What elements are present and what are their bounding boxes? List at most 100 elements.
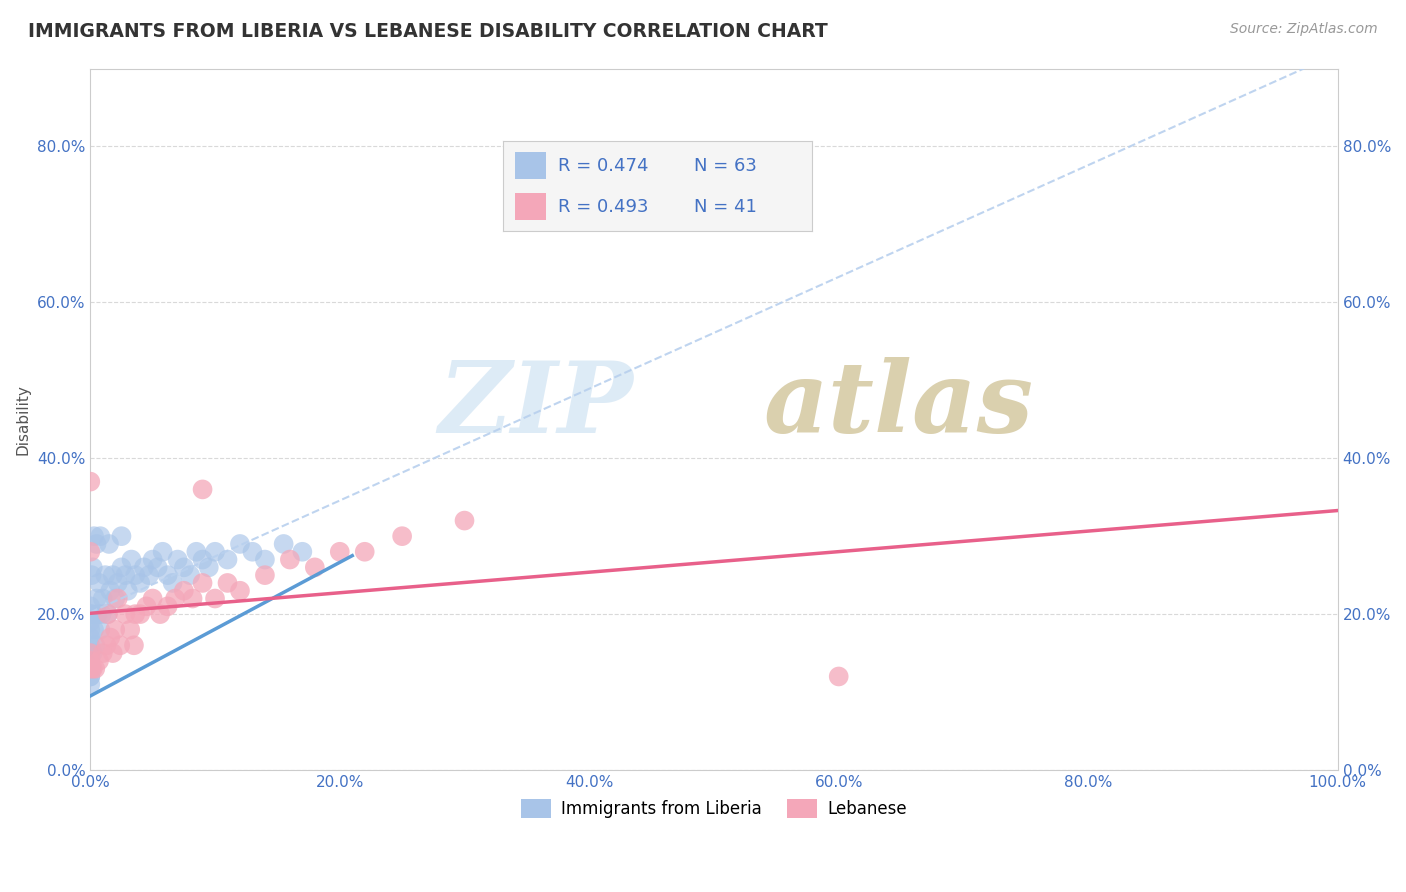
Point bbox=[98, 631, 121, 645]
Point bbox=[173, 583, 195, 598]
Text: ZIP: ZIP bbox=[437, 357, 633, 453]
FancyBboxPatch shape bbox=[515, 194, 546, 220]
Text: N = 63: N = 63 bbox=[695, 157, 758, 175]
Point bbox=[104, 623, 127, 637]
Point bbox=[79, 545, 101, 559]
Legend: Immigrants from Liberia, Lebanese: Immigrants from Liberia, Lebanese bbox=[515, 792, 914, 825]
Point bbox=[291, 545, 314, 559]
Text: Source: ZipAtlas.com: Source: ZipAtlas.com bbox=[1230, 22, 1378, 37]
Point bbox=[80, 607, 103, 621]
Point bbox=[273, 537, 295, 551]
Point bbox=[149, 607, 172, 621]
Point bbox=[179, 568, 201, 582]
Point bbox=[114, 568, 136, 582]
Point bbox=[107, 576, 129, 591]
Point bbox=[156, 599, 179, 614]
Point bbox=[110, 529, 132, 543]
Point bbox=[122, 638, 145, 652]
Point bbox=[101, 646, 124, 660]
Point bbox=[91, 646, 114, 660]
Point bbox=[229, 537, 252, 551]
Point bbox=[120, 623, 142, 637]
Point bbox=[253, 552, 276, 566]
Point bbox=[204, 591, 226, 606]
Point bbox=[82, 560, 104, 574]
Point bbox=[80, 662, 103, 676]
Point bbox=[94, 568, 117, 582]
Text: R = 0.493: R = 0.493 bbox=[558, 198, 648, 216]
Point bbox=[253, 568, 276, 582]
Point bbox=[79, 646, 101, 660]
Point bbox=[87, 607, 110, 621]
Point bbox=[129, 576, 152, 591]
Point bbox=[79, 669, 101, 683]
Point bbox=[329, 545, 352, 559]
Point bbox=[166, 552, 188, 566]
Text: IMMIGRANTS FROM LIBERIA VS LEBANESE DISABILITY CORRELATION CHART: IMMIGRANTS FROM LIBERIA VS LEBANESE DISA… bbox=[28, 22, 828, 41]
Point bbox=[107, 591, 129, 606]
Point bbox=[79, 662, 101, 676]
Point bbox=[79, 631, 101, 645]
Point bbox=[828, 669, 851, 683]
Point bbox=[191, 483, 214, 497]
Point bbox=[104, 591, 127, 606]
Text: R = 0.474: R = 0.474 bbox=[558, 157, 648, 175]
Point bbox=[162, 576, 184, 591]
Point bbox=[97, 607, 120, 621]
Point bbox=[278, 552, 301, 566]
Point bbox=[90, 607, 112, 621]
Point bbox=[79, 654, 101, 668]
Point bbox=[142, 552, 165, 566]
FancyBboxPatch shape bbox=[515, 153, 546, 179]
Point bbox=[91, 591, 114, 606]
Point bbox=[138, 568, 160, 582]
Point bbox=[156, 568, 179, 582]
Point bbox=[80, 568, 103, 582]
Point bbox=[87, 576, 110, 591]
Text: atlas: atlas bbox=[763, 357, 1033, 453]
Point bbox=[453, 514, 475, 528]
Point bbox=[129, 607, 152, 621]
Point bbox=[96, 638, 118, 652]
Point bbox=[191, 552, 214, 566]
Point bbox=[204, 545, 226, 559]
Point bbox=[86, 591, 108, 606]
Point bbox=[124, 607, 146, 621]
Point bbox=[79, 599, 101, 614]
Point bbox=[165, 591, 187, 606]
Point bbox=[84, 662, 107, 676]
Point bbox=[79, 607, 101, 621]
Point bbox=[191, 576, 214, 591]
Point bbox=[79, 662, 101, 676]
Point bbox=[79, 623, 101, 637]
Point bbox=[110, 560, 132, 574]
Point bbox=[98, 537, 121, 551]
Point bbox=[101, 568, 124, 582]
Point bbox=[84, 638, 107, 652]
Point bbox=[242, 545, 264, 559]
Point bbox=[173, 560, 195, 574]
Point bbox=[181, 591, 204, 606]
Point bbox=[186, 545, 208, 559]
Point bbox=[79, 615, 101, 629]
Point bbox=[110, 638, 132, 652]
Point bbox=[98, 583, 121, 598]
Point bbox=[82, 662, 104, 676]
Point bbox=[79, 677, 101, 691]
Point bbox=[304, 560, 326, 574]
Point bbox=[79, 646, 101, 660]
Point bbox=[146, 560, 169, 574]
Point bbox=[83, 623, 105, 637]
Point bbox=[114, 607, 136, 621]
Y-axis label: Disability: Disability bbox=[15, 384, 30, 455]
Point bbox=[89, 623, 111, 637]
Point bbox=[353, 545, 375, 559]
Point bbox=[87, 654, 110, 668]
Point bbox=[83, 529, 105, 543]
Point bbox=[142, 591, 165, 606]
Point bbox=[135, 599, 157, 614]
Point bbox=[79, 638, 101, 652]
Point bbox=[97, 607, 120, 621]
Point bbox=[152, 545, 174, 559]
Point bbox=[79, 654, 101, 668]
